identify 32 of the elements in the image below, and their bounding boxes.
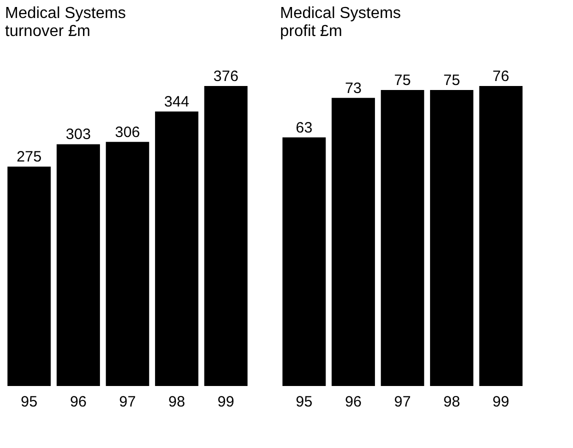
x-tick-label: 96 [70, 394, 87, 410]
bar [430, 90, 474, 386]
bar [204, 86, 248, 386]
data-label: 344 [164, 94, 190, 111]
data-label: 376 [213, 68, 238, 85]
x-tick-label: 97 [394, 394, 411, 410]
data-label: 75 [443, 72, 460, 89]
bar [7, 166, 51, 386]
data-label: 306 [114, 124, 140, 141]
chart-title: Medical Systems turnover £m [5, 5, 126, 40]
bar [106, 142, 150, 386]
data-label: 63 [296, 119, 312, 136]
data-label: 76 [492, 68, 510, 85]
bar [332, 98, 375, 386]
bar [282, 137, 326, 386]
x-tick-label: 96 [344, 394, 362, 410]
bar [380, 90, 424, 386]
x-tick-label: 95 [20, 394, 38, 410]
bar [479, 86, 523, 386]
x-tick-label: 97 [119, 394, 136, 410]
data-label: 75 [394, 72, 411, 89]
bar [155, 112, 198, 386]
x-tick-label: 99 [492, 394, 510, 410]
data-label: 303 [66, 126, 91, 144]
bar [56, 144, 100, 386]
x-tick-label: 99 [218, 394, 234, 410]
data-label: 73 [344, 80, 362, 97]
x-tick-label: 95 [296, 394, 312, 410]
data-label: 275 [16, 148, 42, 166]
chart-title: Medical Systems profit £m [280, 5, 401, 40]
x-tick-label: 98 [443, 394, 460, 410]
x-tick-label: 98 [168, 394, 186, 410]
